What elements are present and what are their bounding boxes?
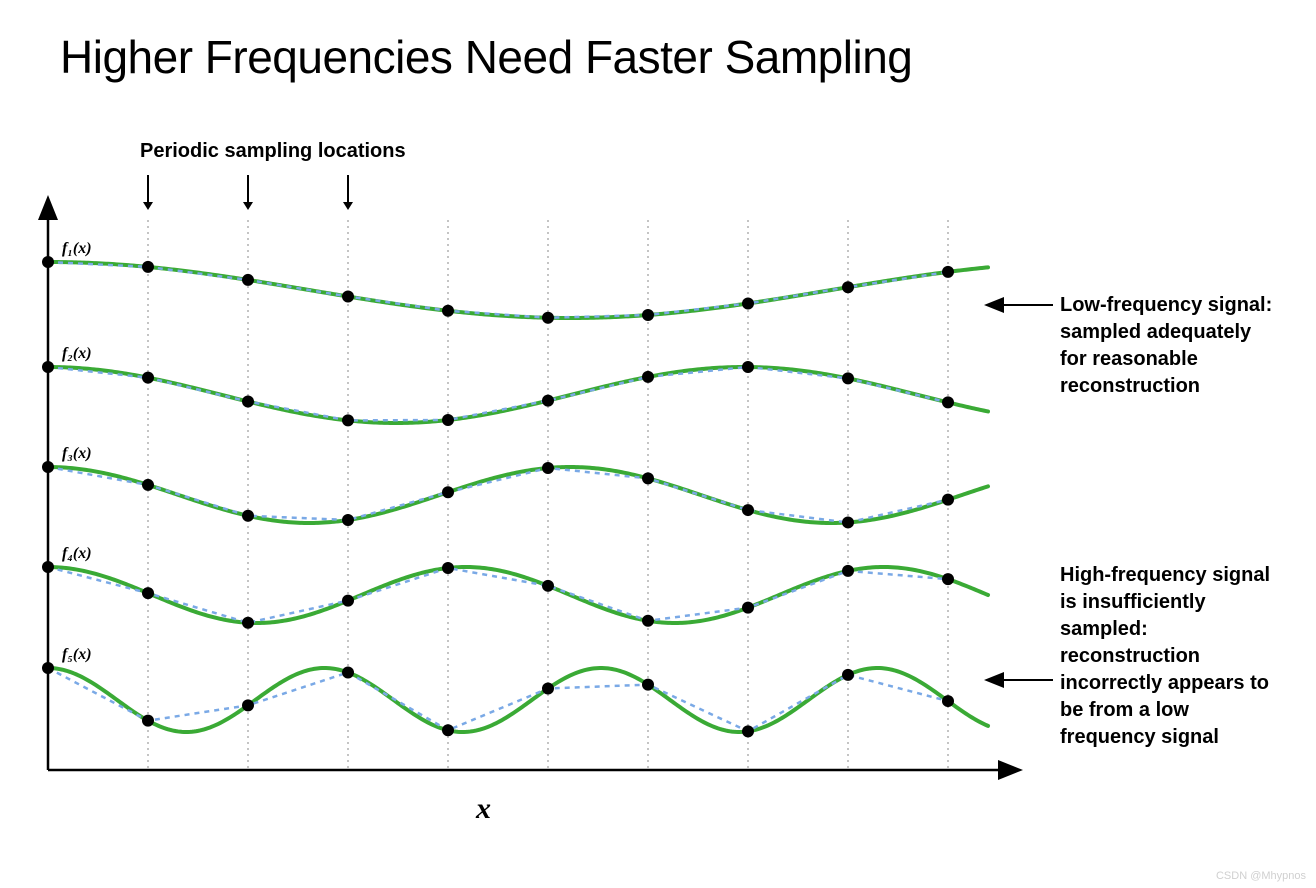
sample-dot [742, 602, 754, 614]
sample-dot [242, 395, 254, 407]
annotation-low-freq: Low-frequency signal: sampled adequately… [1060, 292, 1280, 400]
sample-dot [542, 462, 554, 474]
sample-dot [642, 309, 654, 321]
sample-dot [42, 461, 54, 473]
annotation-high-freq: High-frequency signal is insufficiently … [1060, 562, 1280, 751]
sample-dot [442, 486, 454, 498]
sampling-arrowhead [143, 202, 153, 210]
sample-dot [642, 679, 654, 691]
sample-dot [342, 595, 354, 607]
chart-container [48, 150, 988, 790]
function-label: f₂(x) [62, 345, 92, 363]
watermark-text: CSDN @Mhypnos [1216, 870, 1306, 882]
function-label: f₅(x) [62, 646, 92, 664]
sample-dot [242, 274, 254, 286]
sample-dot [742, 361, 754, 373]
sample-dot [242, 699, 254, 711]
sample-dot [642, 472, 654, 484]
sample-dot [542, 395, 554, 407]
sample-dot [142, 372, 154, 384]
sampling-arrowhead [243, 202, 253, 210]
function-label: f₁(x) [62, 240, 92, 258]
sample-dot [242, 617, 254, 629]
sample-dot [542, 312, 554, 324]
sample-dot [642, 615, 654, 627]
sample-dot [742, 297, 754, 309]
sampling-chart [48, 150, 1058, 800]
sample-dot [442, 414, 454, 426]
sample-dot [142, 479, 154, 491]
sample-dot [842, 565, 854, 577]
sample-dot [342, 414, 354, 426]
sampling-arrowhead [343, 202, 353, 210]
sample-dot [242, 510, 254, 522]
sample-dot [942, 695, 954, 707]
sample-dot [842, 372, 854, 384]
sample-dot [942, 396, 954, 408]
sample-dot [442, 724, 454, 736]
sample-dot [442, 305, 454, 317]
sample-dot [942, 573, 954, 585]
sample-dot [642, 371, 654, 383]
sample-dot [142, 587, 154, 599]
function-label: f₃(x) [62, 445, 92, 463]
sample-dot [42, 561, 54, 573]
sample-dot [42, 361, 54, 373]
sample-dot [42, 662, 54, 674]
sample-dot [942, 494, 954, 506]
reconstruction-line [48, 567, 948, 623]
sample-dot [842, 669, 854, 681]
sample-dot [742, 725, 754, 737]
sample-dot [42, 256, 54, 268]
sample-dot [342, 514, 354, 526]
function-label: f₄(x) [62, 545, 92, 563]
sample-dot [842, 281, 854, 293]
sample-dot [342, 666, 354, 678]
sample-dot [142, 715, 154, 727]
sample-dot [542, 580, 554, 592]
sample-dot [442, 562, 454, 574]
sample-dot [942, 266, 954, 278]
sample-dot [842, 516, 854, 528]
sample-dot [542, 682, 554, 694]
sample-dot [142, 261, 154, 273]
sample-dot [742, 504, 754, 516]
sample-dot [342, 290, 354, 302]
page-title: Higher Frequencies Need Faster Sampling [60, 30, 912, 84]
